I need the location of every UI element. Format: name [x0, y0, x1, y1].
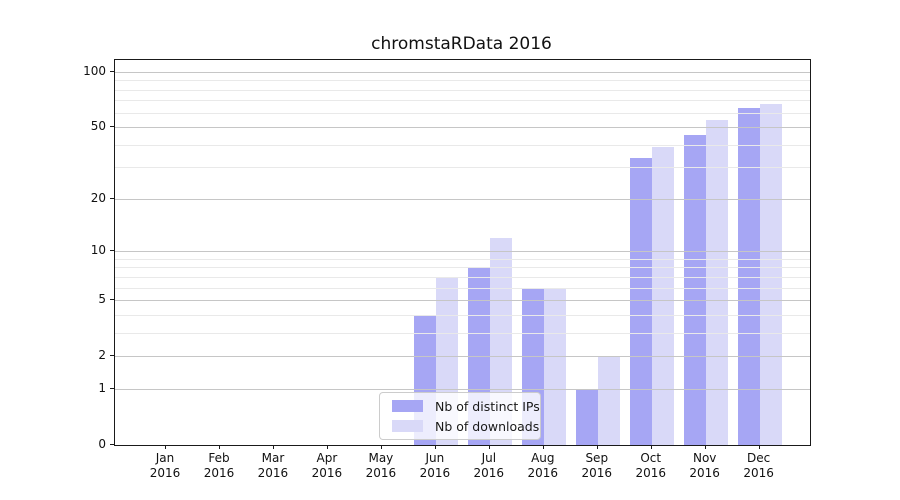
x-axis-tick-mark [596, 445, 598, 449]
bar-nb-of-downloads [651, 146, 674, 445]
x-axis-tick-mark [434, 445, 436, 449]
y-axis-tick-label: 2 [98, 348, 106, 363]
bar-nb-of-distinct-ips [575, 388, 598, 445]
x-axis-tick-label: Jan 2016 [134, 451, 196, 481]
plot-area: Nb of distinct IPs Nb of downloads [114, 59, 811, 446]
x-tick-month: Aug [531, 451, 555, 465]
y-axis-tick-label: 20 [90, 190, 106, 205]
legend: Nb of distinct IPs Nb of downloads [379, 392, 541, 440]
legend-item-distinct-ips: Nb of distinct IPs [380, 398, 540, 415]
y-axis-tick-label: 5 [98, 292, 106, 307]
x-axis-tick-mark [326, 445, 328, 449]
x-tick-month: Jan [155, 451, 175, 465]
legend-swatch-downloads [392, 420, 423, 432]
x-tick-year: 2016 [581, 466, 613, 480]
x-axis-tick-label: Oct 2016 [620, 451, 682, 481]
y-axis-tick-mark [110, 250, 114, 252]
bar-nb-of-downloads [705, 119, 728, 445]
x-axis-tick-mark [380, 445, 382, 449]
x-tick-year: 2016 [419, 466, 451, 480]
x-axis-tick-label: Aug 2016 [512, 451, 574, 481]
x-tick-month: Feb [208, 451, 230, 465]
legend-label-distinct-ips: Nb of distinct IPs [435, 398, 540, 414]
legend-label-downloads: Nb of downloads [435, 418, 540, 434]
x-axis-tick-mark [272, 445, 274, 449]
x-tick-year: 2016 [365, 466, 397, 480]
x-axis-tick-mark [488, 445, 490, 449]
x-tick-year: 2016 [743, 466, 774, 480]
x-tick-year: 2016 [203, 466, 235, 480]
x-tick-month: May [368, 451, 394, 465]
y-axis-tick-mark [110, 126, 114, 128]
x-axis-tick-label: May 2016 [350, 451, 412, 481]
x-tick-year: 2016 [635, 466, 666, 480]
x-axis-tick-label: Jun 2016 [404, 451, 466, 481]
x-tick-month: Dec [747, 451, 771, 465]
y-axis-tick-mark [110, 70, 114, 72]
chart-title: chromstaRData 2016 [371, 34, 552, 54]
x-axis-tick-label: Sep 2016 [566, 451, 628, 481]
x-axis-tick-label: Jul 2016 [458, 451, 520, 481]
x-tick-year: 2016 [149, 466, 181, 480]
bar-nb-of-distinct-ips [629, 157, 652, 445]
y-axis-tick-mark [110, 355, 114, 357]
y-axis-tick-label: 1 [98, 380, 106, 395]
x-axis-tick-label: Apr 2016 [296, 451, 358, 481]
x-axis-tick-label: Dec 2016 [728, 451, 790, 481]
x-axis-tick-label: Nov 2016 [674, 451, 736, 481]
bar-nb-of-distinct-ips [737, 107, 760, 445]
x-tick-month: Apr [316, 451, 338, 465]
y-axis-tick-mark [110, 299, 114, 301]
x-tick-year: 2016 [257, 466, 289, 480]
legend-item-downloads: Nb of downloads [380, 418, 540, 435]
x-tick-month: Nov [692, 451, 717, 465]
bars-layer [115, 60, 810, 445]
x-axis-tick-mark [165, 445, 166, 449]
x-tick-year: 2016 [473, 466, 505, 480]
x-axis-tick-label: Feb 2016 [188, 451, 250, 481]
x-axis-tick-mark [218, 445, 220, 449]
x-axis-tick-mark [650, 445, 652, 449]
x-tick-year: 2016 [689, 466, 720, 480]
y-axis-tick-label: 100 [83, 63, 106, 78]
x-tick-year: 2016 [311, 466, 343, 480]
x-tick-year: 2016 [527, 466, 559, 480]
y-axis-tick-label: 50 [90, 119, 106, 134]
bar-nb-of-distinct-ips [683, 135, 706, 445]
y-axis-tick-mark [110, 387, 114, 389]
x-tick-month: Jul [481, 451, 497, 465]
x-axis-tick-mark [758, 445, 760, 449]
x-tick-month: Jun [425, 451, 445, 465]
y-axis-tick-mark [110, 444, 114, 445]
y-axis-tick-label: 0 [98, 437, 106, 451]
x-tick-month: Sep [585, 451, 609, 465]
bar-nb-of-downloads [597, 356, 620, 445]
bar-nb-of-downloads [543, 287, 566, 445]
x-tick-month: Oct [640, 451, 662, 465]
bar-nb-of-downloads [759, 103, 782, 445]
x-axis-tick-mark [542, 445, 544, 449]
x-axis-tick-label: Mar 2016 [242, 451, 304, 481]
y-axis-tick-label: 10 [90, 243, 106, 258]
y-axis-tick-mark [110, 197, 114, 199]
legend-swatch-distinct-ips [392, 400, 423, 412]
x-tick-month: Mar [261, 451, 285, 465]
x-axis-tick-mark [704, 445, 706, 449]
